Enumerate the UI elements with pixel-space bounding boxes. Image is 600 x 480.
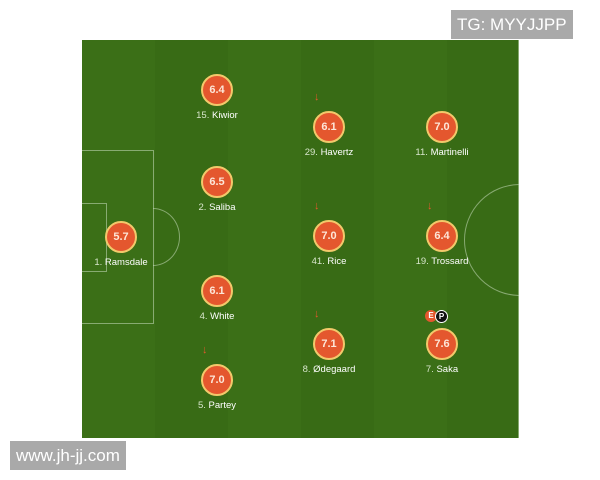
- arrow-down-icon: ↓: [314, 200, 320, 212]
- player-label: 7. Saka: [382, 364, 502, 375]
- player-label: 15. Kiwior: [157, 110, 277, 121]
- player-name: Saka: [436, 364, 459, 375]
- player-name: Rice: [327, 256, 347, 267]
- rating-badge: 6.4: [201, 74, 233, 106]
- player-label: 8. Ødegaard: [269, 364, 389, 375]
- rating-badge: 6.1: [313, 111, 345, 143]
- watermark-bottom: www.jh-jj.com: [10, 441, 126, 470]
- player-trossard[interactable]: ↓ 6.4 19. Trossard: [382, 200, 502, 267]
- player-label: 41. Rice: [269, 256, 389, 267]
- pitch: 6.4 15. Kiwior ↓ 6.1 29. Havertz 7.0 11. Marti…: [82, 40, 519, 438]
- rating-badge: 6.1: [201, 275, 233, 307]
- rating-badge: 7.6: [426, 328, 458, 360]
- player-number: 19.: [415, 256, 429, 267]
- arrow-down-icon: ↓: [202, 344, 208, 356]
- player-label: 1. Ramsdale: [82, 257, 181, 268]
- rating-badge: 6.4: [426, 220, 458, 252]
- player-label: 2. Saliba: [157, 202, 277, 213]
- player-name: Saliba: [209, 202, 236, 213]
- player-number: 5.: [197, 400, 206, 411]
- rating-badge: 6.5: [201, 166, 233, 198]
- player-label: 29. Havertz: [269, 147, 389, 158]
- rating-badge: 7.0: [426, 111, 458, 143]
- player-number: 41.: [311, 256, 325, 267]
- player-havertz[interactable]: ↓ 6.1 29. Havertz: [269, 91, 389, 158]
- player-number: 29.: [304, 147, 318, 158]
- player-name: Partey: [208, 400, 237, 411]
- player-number: 4.: [199, 311, 208, 322]
- player-label: 4. White: [157, 311, 277, 322]
- player-martinelli[interactable]: 7.0 11. Martinelli: [382, 111, 502, 158]
- watermark-top: TG: MYYJJPP: [451, 10, 573, 39]
- player-name: White: [210, 311, 235, 322]
- player-number: 1.: [94, 257, 103, 268]
- arrow-down-icon: ↓: [427, 200, 433, 212]
- player-number: 7.: [425, 364, 434, 375]
- arrow-down-icon: ↓: [314, 91, 320, 103]
- player-number: 15.: [196, 110, 210, 121]
- halfway-line: [518, 40, 519, 438]
- player-name: Havertz: [320, 147, 354, 158]
- player-partey[interactable]: ↓ 7.0 5. Partey: [157, 344, 277, 411]
- player-label: 19. Trossard: [382, 256, 502, 267]
- player-saliba[interactable]: 6.5 2. Saliba: [157, 166, 277, 213]
- player-name: Kiwior: [211, 110, 238, 121]
- player-rice[interactable]: ↓ 7.0 41. Rice: [269, 200, 389, 267]
- player-label: 11. Martinelli: [382, 147, 502, 158]
- player-name: Ramsdale: [104, 257, 148, 268]
- player-name: Trossard: [431, 256, 469, 267]
- player-number: 11.: [415, 147, 428, 158]
- player-white[interactable]: 6.1 4. White: [157, 275, 277, 322]
- rating-badge: 7.0: [201, 364, 233, 396]
- player-name: Ødegaard: [313, 364, 356, 375]
- rating-badge: 7.1: [313, 328, 345, 360]
- player-ødegaard[interactable]: ↓ 7.1 8. Ødegaard: [269, 308, 389, 375]
- player-name: Martinelli: [430, 147, 469, 158]
- player-number: 2.: [198, 202, 207, 213]
- arrow-down-icon: ↓: [314, 308, 320, 320]
- badge-e-icon: E: [425, 310, 437, 322]
- rating-badge: 5.7: [105, 221, 137, 253]
- rating-badge: 7.0: [313, 220, 345, 252]
- player-number: 8.: [302, 364, 311, 375]
- player-saka[interactable]: E P 7.6 7. Saka: [382, 310, 502, 375]
- player-kiwior[interactable]: 6.4 15. Kiwior: [157, 74, 277, 121]
- player-ramsdale[interactable]: 5.7 1. Ramsdale: [82, 221, 181, 268]
- badge-p-icon: P: [435, 310, 448, 323]
- player-label: 5. Partey: [157, 400, 277, 411]
